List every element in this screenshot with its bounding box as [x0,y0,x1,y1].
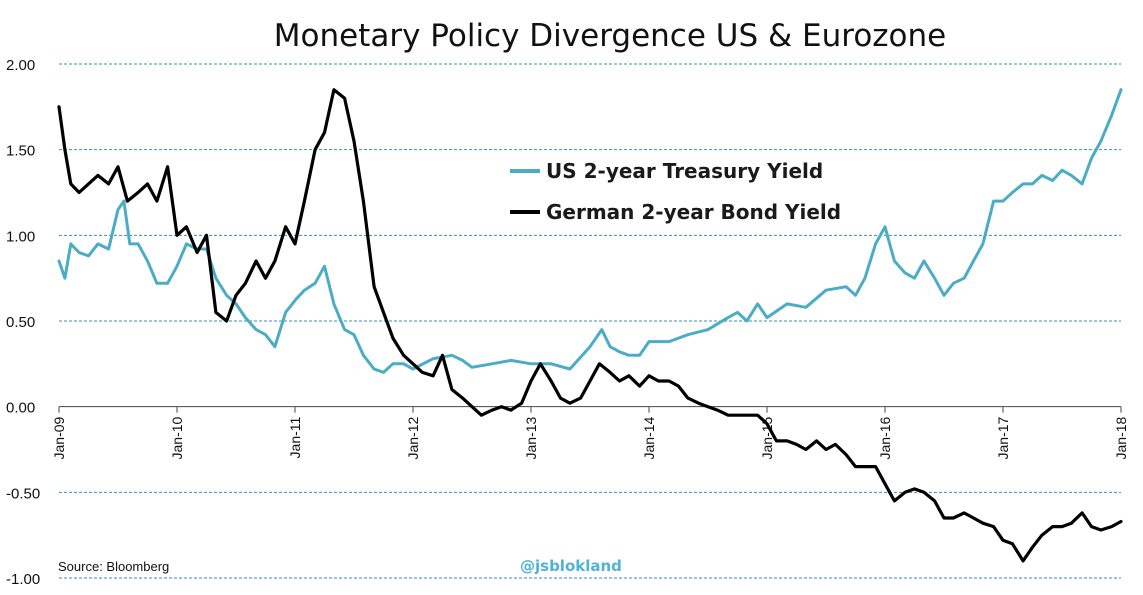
x-tick-label: Jan-18 [1113,416,1129,459]
y-axis-ticks: 2.00 1.50 1.00 0.50 0.00 -0.50 -1.00 [6,57,40,588]
y-tick-label: 1.50 [6,143,35,160]
series-lines [57,88,1123,563]
y-tick-label: -0.50 [6,485,40,502]
x-tick-label: Jan-13 [523,416,539,459]
y-tick-label: 1.00 [6,228,35,245]
series-line-german-2y [57,88,1123,563]
y-tick-label: 0.00 [6,400,35,417]
x-tick-label: Jan-14 [641,416,657,459]
chart-title: Monetary Policy Divergence US & Eurozone [274,18,947,54]
series-line-us-2y [57,88,1123,374]
legend: US 2-year Treasury Yield German 2-year B… [510,159,841,224]
x-tick-label: Jan-16 [877,416,893,459]
x-tick-label: Jan-15 [759,416,775,459]
y-tick-label: 0.50 [6,314,35,331]
legend-label-german: German 2-year Bond Yield [546,200,841,224]
legend-label-us: US 2-year Treasury Yield [546,159,823,183]
x-tick-label: Jan-11 [287,416,303,458]
gridlines [59,63,1121,579]
x-tick-label: Jan-09 [51,416,67,459]
source-note: Source: Bloomberg [58,559,169,574]
y-tick-label: 2.00 [6,57,35,74]
author-handle: @jsblokland [520,557,622,575]
x-tick-label: Jan-10 [169,416,185,459]
y-tick-label: -1.00 [6,571,40,588]
x-tick-label: Jan-12 [405,416,421,459]
x-axis-ticks: Jan-09 Jan-10 Jan-11 Jan-12 Jan-13 Jan-14 Jan-… [51,406,1129,459]
x-tick-label: Jan-17 [995,416,1011,459]
